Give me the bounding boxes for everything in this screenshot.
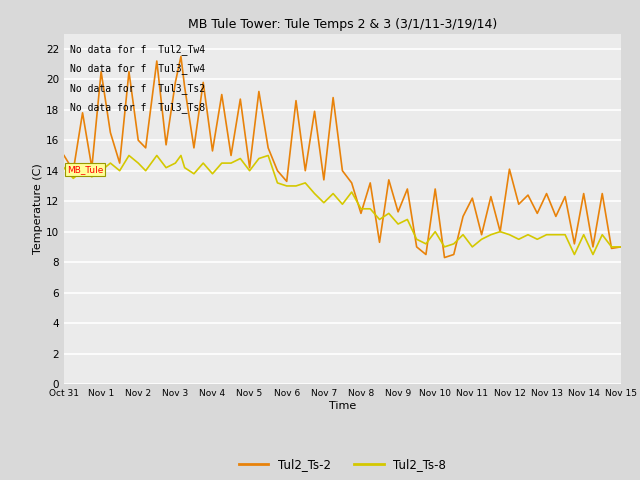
Tul2_Ts-2 — [440, 255, 448, 261]
Tul2_Ts-8 — [552, 232, 559, 238]
Legend: Tul2_Ts-2, Tul2_Ts-8: Tul2_Ts-2, Tul2_Ts-8 — [234, 454, 451, 476]
Tul2_Ts-2 — [172, 80, 179, 85]
Tul2_Ts-2 — [177, 54, 185, 60]
Tul2_Ts-2 — [60, 153, 68, 158]
Text: MB_Tule: MB_Tule — [67, 165, 103, 174]
Text: No data for f  Tul3_Ts8: No data for f Tul3_Ts8 — [70, 102, 205, 113]
Tul2_Ts-8 — [60, 165, 68, 170]
Tul2_Ts-2 — [617, 244, 625, 250]
Tul2_Ts-2 — [209, 148, 216, 154]
Line: Tul2_Ts-2: Tul2_Ts-2 — [64, 57, 621, 258]
Tul2_Ts-8 — [617, 244, 625, 250]
Tul2_Ts-2 — [106, 130, 115, 135]
Tul2_Ts-2 — [561, 194, 569, 200]
Y-axis label: Temperature (C): Temperature (C) — [33, 163, 43, 254]
Line: Tul2_Ts-8: Tul2_Ts-8 — [64, 156, 621, 254]
Tul2_Ts-8 — [209, 171, 216, 177]
Tul2_Ts-2 — [339, 168, 346, 174]
Tul2_Ts-8 — [177, 153, 185, 158]
Tul2_Ts-8 — [571, 252, 579, 257]
Text: No data for f  Tul3_Ts2: No data for f Tul3_Ts2 — [70, 83, 205, 94]
X-axis label: Time: Time — [329, 401, 356, 410]
Tul2_Ts-8 — [106, 160, 115, 166]
Tul2_Ts-8 — [403, 216, 411, 222]
Title: MB Tule Tower: Tule Temps 2 & 3 (3/1/11-3/19/14): MB Tule Tower: Tule Temps 2 & 3 (3/1/11-… — [188, 18, 497, 31]
Text: No data for f  Tul2_Tw4: No data for f Tul2_Tw4 — [70, 44, 205, 55]
Tul2_Ts-2 — [403, 186, 411, 192]
Tul2_Ts-8 — [339, 201, 346, 207]
Text: No data for f  Tul3_Tw4: No data for f Tul3_Tw4 — [70, 63, 205, 74]
Tul2_Ts-8 — [125, 153, 133, 158]
